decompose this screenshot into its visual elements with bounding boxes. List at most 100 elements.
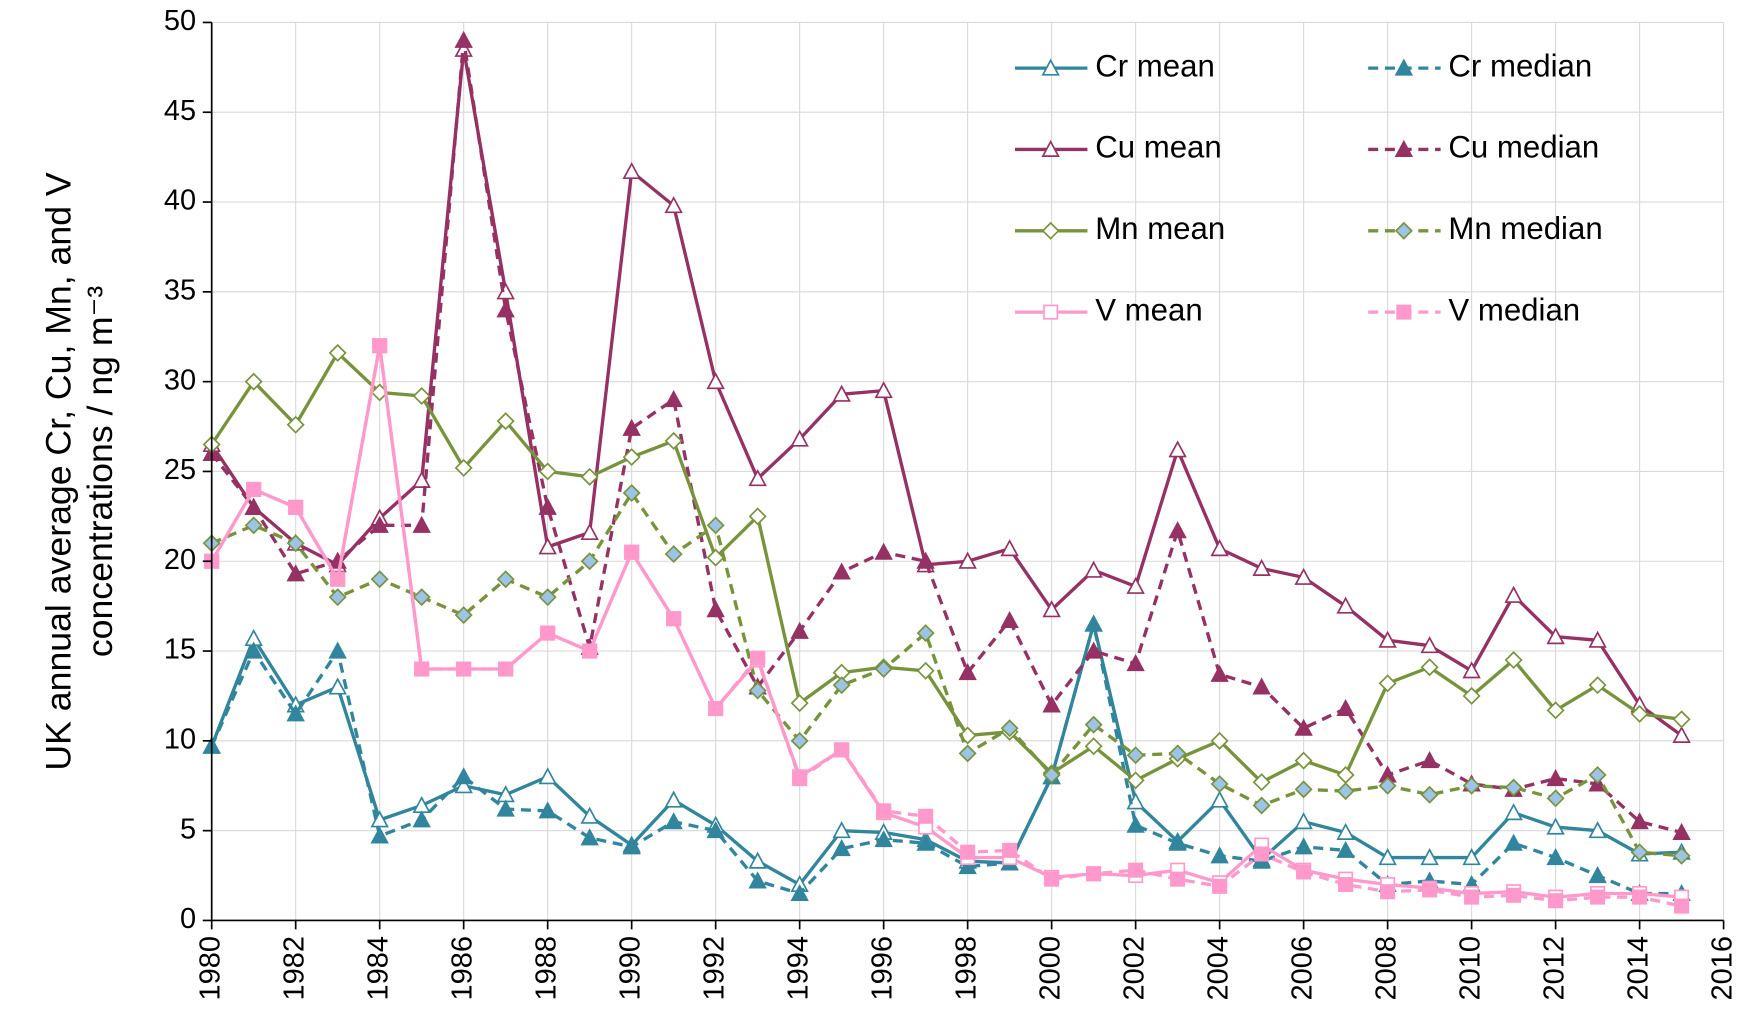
marker (1294, 812, 1313, 830)
marker (1672, 822, 1691, 840)
marker (664, 196, 683, 214)
series-group (202, 614, 1691, 893)
marker (412, 515, 431, 533)
marker (1632, 889, 1648, 905)
marker (706, 548, 725, 567)
marker (1674, 898, 1690, 914)
marker (916, 624, 935, 643)
marker (1252, 558, 1271, 576)
marker (454, 30, 473, 48)
marker (288, 499, 304, 515)
marker (412, 470, 431, 488)
marker (792, 771, 808, 787)
marker (832, 839, 851, 857)
marker (244, 516, 263, 535)
marker (748, 507, 767, 526)
legend-label: Mn mean (1095, 211, 1225, 246)
marker (1336, 596, 1355, 614)
marker (412, 588, 431, 607)
y-tick-label: 0 (180, 903, 196, 935)
marker (1210, 664, 1229, 682)
marker (1000, 719, 1019, 738)
marker (832, 676, 851, 695)
marker (1252, 773, 1271, 792)
marker (414, 661, 430, 677)
marker (1168, 833, 1187, 851)
series-group (204, 338, 1690, 914)
marker (1420, 751, 1439, 769)
x-tick-label: 1994 (782, 936, 814, 1000)
marker (1504, 803, 1523, 821)
marker (1210, 731, 1229, 750)
marker (1084, 715, 1103, 734)
marker (790, 694, 809, 713)
y-tick-label: 20 (164, 544, 196, 576)
marker (1252, 796, 1271, 815)
marker (1378, 630, 1397, 648)
line (210, 345, 1682, 908)
marker (412, 795, 431, 814)
legend-label: Cr mean (1095, 48, 1215, 83)
marker (624, 544, 640, 560)
x-tick-label: 1996 (866, 936, 898, 1000)
marker (1336, 698, 1355, 717)
line (210, 623, 1682, 887)
x-tick-label: 1986 (446, 936, 478, 1000)
marker (1588, 765, 1607, 784)
y-tick-label: 35 (164, 275, 196, 307)
marker (1546, 789, 1565, 808)
marker (748, 851, 767, 869)
marker (456, 661, 472, 677)
marker (580, 467, 599, 486)
y-axis-label: concentrations / ng m⁻³ (80, 286, 120, 658)
marker (454, 767, 473, 785)
marker (580, 828, 599, 846)
marker (1126, 746, 1145, 765)
marker (1000, 610, 1019, 629)
marker (748, 681, 767, 700)
marker (1380, 884, 1396, 900)
marker (958, 857, 977, 875)
marker (1002, 842, 1018, 858)
y-tick-label: 45 (164, 95, 196, 127)
marker (286, 415, 305, 434)
x-tick-label: 2012 (1538, 936, 1570, 1000)
marker (664, 812, 683, 830)
marker (580, 552, 599, 571)
marker (1506, 887, 1522, 903)
marker (1378, 848, 1397, 866)
marker (1210, 790, 1229, 808)
marker (1548, 893, 1564, 909)
marker (748, 871, 767, 889)
marker (370, 826, 389, 844)
y-tick-label: 40 (164, 185, 196, 217)
marker (286, 564, 305, 582)
marker (916, 833, 935, 851)
marker (1084, 737, 1103, 756)
x-tick-label: 2016 (1706, 936, 1738, 1000)
marker (496, 300, 515, 318)
marker (1336, 765, 1355, 784)
y-tick-label: 10 (164, 724, 196, 756)
marker (1000, 539, 1019, 557)
marker (1294, 780, 1313, 799)
legend-label: Mn median (1448, 211, 1602, 246)
marker (1336, 782, 1355, 801)
marker (1296, 864, 1312, 880)
marker (1420, 658, 1439, 677)
x-tick-label: 2014 (1622, 936, 1654, 1000)
x-tick-label: 1998 (950, 936, 982, 1000)
y-tick-label: 30 (164, 364, 196, 396)
legend-label: Cu mean (1095, 130, 1222, 165)
marker (1126, 576, 1145, 594)
marker (1338, 877, 1354, 893)
legend-label: V median (1448, 292, 1580, 327)
marker (874, 542, 893, 560)
marker (244, 497, 263, 515)
legend-label: Cu median (1448, 130, 1599, 165)
marker (958, 663, 977, 681)
marker (1043, 304, 1059, 320)
legend-item: Mn mean (1014, 211, 1225, 246)
marker (538, 462, 557, 481)
